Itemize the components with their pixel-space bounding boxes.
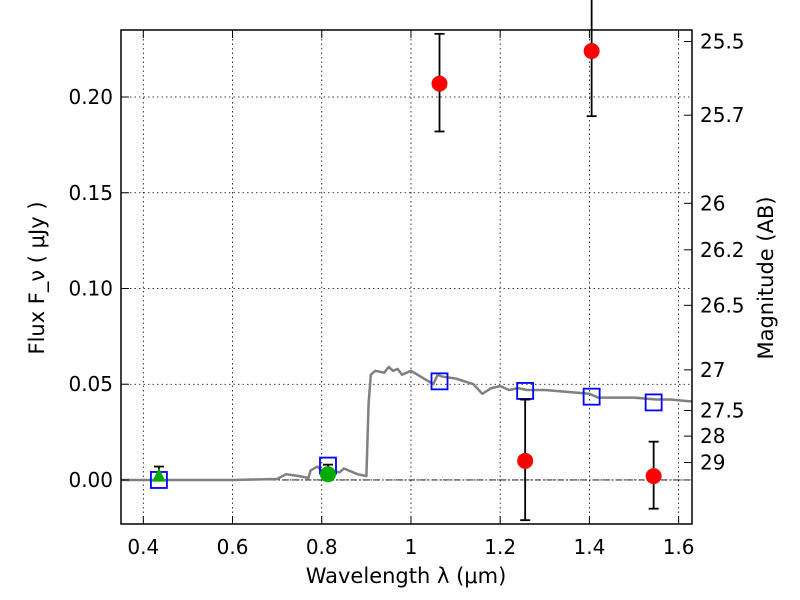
observed-points	[152, 0, 662, 522]
x-tick-label: 0.8	[306, 535, 338, 559]
y2-axis-label: Magnitude (AB)	[754, 196, 778, 359]
magnitude-tick-label: 26.2	[700, 238, 745, 262]
observed-circle-point	[517, 452, 534, 469]
model-band-square	[430, 372, 449, 391]
x-tick-label: 0.4	[127, 535, 159, 559]
model-band-square	[582, 387, 601, 406]
x-tick-label: 1	[405, 535, 418, 559]
x-tick-label: 1.6	[663, 535, 695, 559]
y-tick-label: 0.20	[68, 85, 113, 109]
observed-triangle-point	[152, 468, 166, 482]
y-tick-label: 0.05	[68, 372, 113, 396]
magnitude-tick-label: 28	[700, 424, 725, 448]
y-tick-label: 0.00	[68, 468, 113, 492]
y-axis-label: Flux F_ν ( μJy )	[25, 201, 50, 354]
magnitude-tick-label: 27	[700, 358, 725, 382]
magnitude-tick-label: 25.5	[700, 29, 745, 53]
model-sed	[121, 365, 693, 482]
magnitude-tick-label: 25.7	[700, 103, 745, 127]
x-tick-label: 0.6	[217, 535, 249, 559]
model-band-markers	[150, 372, 663, 489]
plot-frame	[120, 29, 693, 525]
magnitude-tick-label: 27.5	[700, 398, 745, 422]
y-tick-label: 0.10	[68, 276, 113, 300]
observed-circle-point	[583, 43, 600, 60]
observed-circle-point	[319, 466, 336, 483]
magnitude-tick-label: 29	[700, 451, 725, 475]
x-tick-label: 1.4	[573, 535, 605, 559]
axis-ticks: 0.4 0.6 0.8 1 1.2 1.4 1.6 0.00 0.05 0.10 0.15 0.20 2…	[68, 29, 744, 559]
model-sed-line	[121, 365, 693, 482]
observed-circle-point	[645, 468, 662, 485]
x-axis-label: Wavelength λ (μm)	[306, 564, 507, 588]
magnitude-tick-label: 26.5	[700, 293, 745, 317]
x-tick-label: 1.2	[484, 535, 516, 559]
grid	[121, 30, 692, 524]
model-band-square	[644, 393, 663, 412]
observed-circle-point	[431, 75, 448, 92]
magnitude-tick-label: 26	[700, 191, 725, 215]
y-tick-label: 0.15	[68, 181, 113, 205]
